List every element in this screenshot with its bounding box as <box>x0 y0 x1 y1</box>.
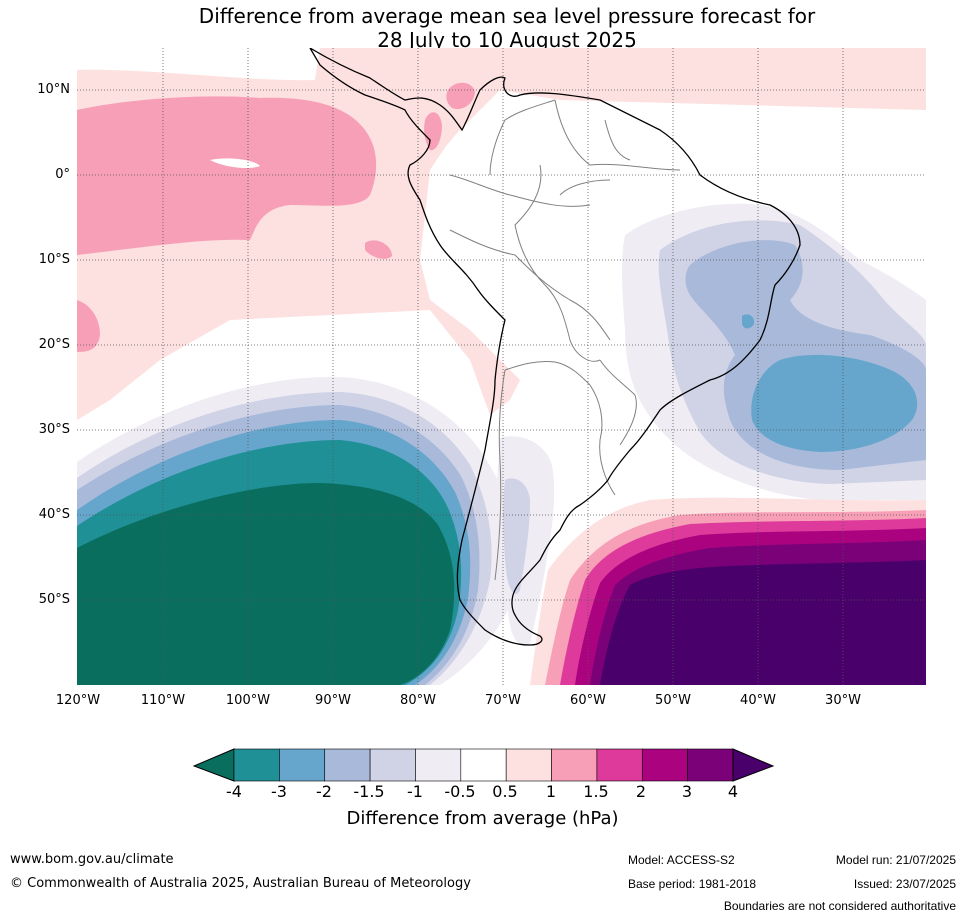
title-line-1: Difference from average mean sea level p… <box>198 4 816 28</box>
lat-label-equator: 0° <box>55 167 70 182</box>
colorbar-title: Difference from average (hPa) <box>346 808 619 829</box>
negative-anomaly-zone-patagonia-inner <box>503 478 530 594</box>
lon-label-120w: 120°W <box>55 693 101 708</box>
colorbar-tick-label: -4 <box>226 782 242 801</box>
negative-anomaly-spot-brazil <box>742 314 755 329</box>
colorbar-high-extend <box>732 748 775 782</box>
lat-label-50s: 50°S <box>38 592 70 607</box>
lon-label-60w: 60°W <box>570 693 606 708</box>
colorbar-tick-label: -1.5 <box>353 782 385 801</box>
colorbar-tick-label: -2 <box>316 782 332 801</box>
colorbar-bin <box>415 748 462 782</box>
positive-anomaly-spot-panama <box>424 112 442 151</box>
disclaimer-text: Boundaries are not considered authoritat… <box>723 899 956 913</box>
positive-anomaly-core-south-atlantic <box>600 560 926 685</box>
colorbar-tick-label: -1 <box>407 782 423 801</box>
colorbar-bins <box>233 748 734 782</box>
colorbar-tick-label: 4 <box>727 782 739 801</box>
colorbar <box>192 748 775 782</box>
negative-anomaly-core-atlantic <box>751 354 918 452</box>
colorbar-bin <box>369 748 416 782</box>
lat-label-30s: 30°S <box>38 422 70 437</box>
lon-label-50w: 50°W <box>655 693 691 708</box>
lat-label-40s: 40°S <box>38 507 70 522</box>
colorbar-bin <box>460 748 507 782</box>
colorbar-tick-label: 1.5 <box>583 782 609 801</box>
lat-label-10n: 10°N <box>37 82 70 97</box>
lon-label-70w: 70°W <box>485 693 521 708</box>
colorbar-tick-label: 0.5 <box>492 782 518 801</box>
issued-text: Issued: 23/07/2025 <box>853 877 956 891</box>
colorbar-bin <box>324 748 371 782</box>
lon-label-80w: 80°W <box>400 693 436 708</box>
colorbar-bin <box>505 748 552 782</box>
chart-title: Difference from average mean sea level p… <box>0 4 965 52</box>
colorbar-bin <box>596 748 643 782</box>
lat-label-10s: 10°S <box>38 252 70 267</box>
positive-anomaly-spot-caribbean <box>446 82 475 110</box>
colorbar-bin <box>641 748 688 782</box>
colorbar-bin <box>687 748 734 782</box>
negative-anomaly-core-pacific <box>77 483 455 685</box>
colorbar-tick-label: 3 <box>681 782 693 801</box>
positive-anomaly-zone-pacific <box>77 96 377 255</box>
colorbar-bin <box>233 748 280 782</box>
model-run-text: Model run: 21/07/2025 <box>835 853 956 867</box>
lon-label-40w: 40°W <box>740 693 776 708</box>
website-text: www.bom.gov.au/climate <box>10 852 174 867</box>
positive-anomaly-spot-galapagos <box>365 240 392 259</box>
lat-label-20s: 20°S <box>38 337 70 352</box>
country-borders <box>449 99 681 581</box>
colorbar-tick-label: -3 <box>271 782 287 801</box>
lon-label-30w: 30°W <box>825 693 861 708</box>
gridlines <box>77 48 926 685</box>
lon-label-110w: 110°W <box>140 693 186 708</box>
base-period-text: Base period: 1981-2018 <box>628 877 757 891</box>
positive-anomaly-spot-west-edge <box>77 300 100 352</box>
colorbar-tick-label: 2 <box>635 782 647 801</box>
copyright-text: © Commonwealth of Australia 2025, Austra… <box>10 876 471 891</box>
colorbar-tick-label: -0.5 <box>444 782 476 801</box>
neutral-gap-pacific <box>210 158 260 168</box>
colorbar-bin <box>279 748 326 782</box>
colorbar-low-extend <box>192 748 235 782</box>
colorbar-tick-label: 1 <box>545 782 557 801</box>
colorbar-bin <box>551 748 598 782</box>
lon-label-90w: 90°W <box>315 693 351 708</box>
south-america-coastline <box>309 48 801 646</box>
model-text: Model: ACCESS-S2 <box>628 853 735 867</box>
lon-label-100w: 100°W <box>225 693 271 708</box>
